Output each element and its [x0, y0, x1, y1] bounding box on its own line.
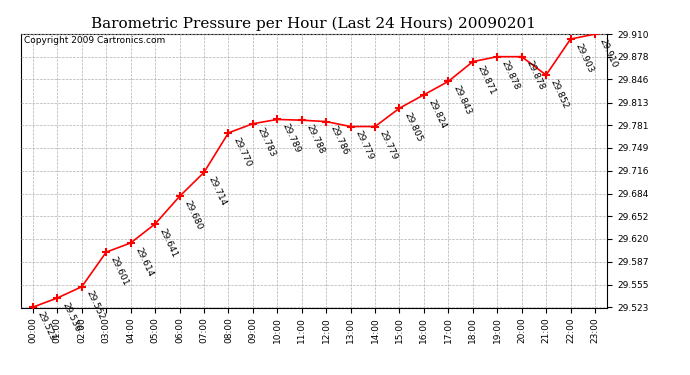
Text: 29.779: 29.779 [353, 129, 375, 162]
Text: 29.714: 29.714 [207, 175, 228, 207]
Text: 29.878: 29.878 [500, 60, 522, 92]
Text: 29.788: 29.788 [304, 123, 326, 155]
Text: 29.843: 29.843 [451, 84, 473, 116]
Text: Copyright 2009 Cartronics.com: Copyright 2009 Cartronics.com [23, 36, 165, 45]
Text: 29.523: 29.523 [36, 310, 57, 342]
Text: 29.770: 29.770 [231, 136, 253, 168]
Text: 29.680: 29.680 [182, 199, 204, 231]
Text: 29.786: 29.786 [329, 124, 351, 157]
Text: 29.910: 29.910 [598, 37, 619, 69]
Text: 29.789: 29.789 [280, 122, 302, 154]
Text: 29.852: 29.852 [549, 78, 571, 110]
Title: Barometric Pressure per Hour (Last 24 Hours) 20090201: Barometric Pressure per Hour (Last 24 Ho… [92, 17, 536, 31]
Text: 29.783: 29.783 [255, 126, 277, 159]
Text: 29.779: 29.779 [378, 129, 400, 162]
Text: 29.614: 29.614 [133, 246, 155, 278]
Text: 29.805: 29.805 [402, 111, 424, 143]
Text: 29.878: 29.878 [524, 60, 546, 92]
Text: 29.601: 29.601 [109, 255, 130, 287]
Text: 29.871: 29.871 [475, 64, 497, 97]
Text: 29.824: 29.824 [426, 98, 448, 130]
Text: 29.641: 29.641 [158, 226, 179, 259]
Text: 29.552: 29.552 [85, 290, 106, 322]
Text: 29.536: 29.536 [60, 301, 81, 333]
Text: 29.903: 29.903 [573, 42, 595, 74]
